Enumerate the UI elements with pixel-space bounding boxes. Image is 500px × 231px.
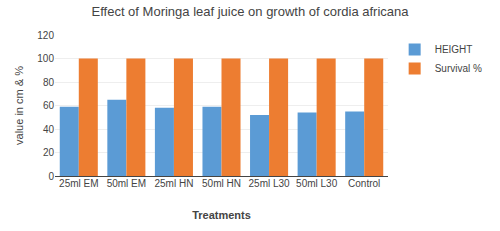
svg-text:50ml EM: 50ml EM [107, 178, 146, 189]
svg-text:25ml L30: 25ml L30 [248, 178, 290, 189]
svg-text:HEIGHT: HEIGHT [435, 44, 473, 55]
svg-text:Control: Control [348, 178, 380, 189]
svg-text:Treatments: Treatments [192, 209, 251, 221]
svg-text:50ml HN: 50ml HN [202, 178, 241, 189]
svg-text:20: 20 [43, 147, 55, 158]
svg-text:80: 80 [43, 77, 55, 88]
svg-text:60: 60 [43, 100, 55, 111]
svg-text:25ml EM: 25ml EM [59, 178, 98, 189]
svg-text:Survival %: Survival % [435, 63, 482, 74]
svg-text:100: 100 [37, 53, 54, 64]
svg-text:25ml HN: 25ml HN [154, 178, 193, 189]
svg-text:0: 0 [48, 171, 54, 182]
svg-text:value in cm & %: value in cm & % [13, 66, 25, 145]
svg-text:40: 40 [43, 124, 55, 135]
svg-text:120: 120 [37, 30, 54, 41]
svg-text:Effect of Moringa leaf juice o: Effect of Moringa leaf juice on growth o… [92, 4, 410, 19]
svg-text:50ml L30: 50ml L30 [296, 178, 338, 189]
